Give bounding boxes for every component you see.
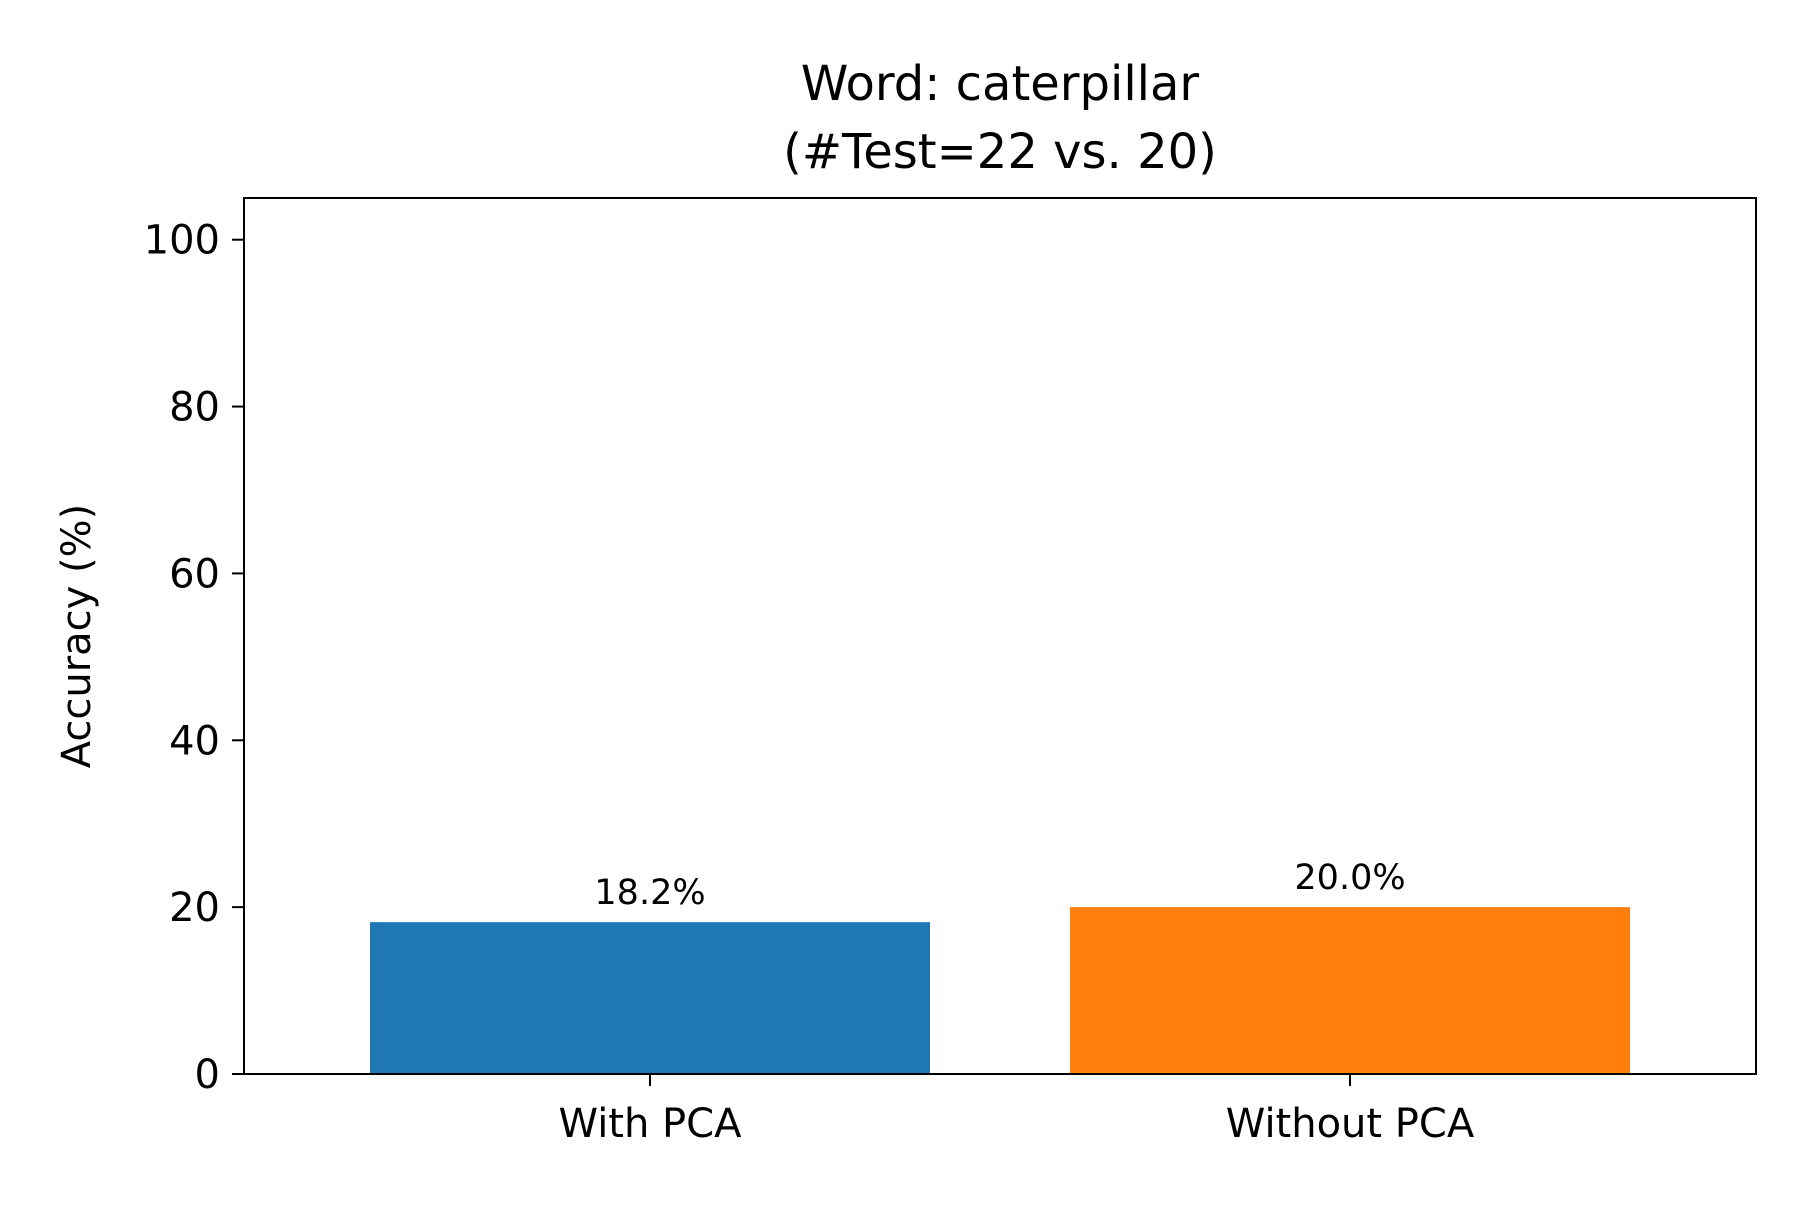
x-tick-label-1: With PCA [559,1101,743,1147]
bars [370,907,1630,1074]
y-tick-label-20: 20 [169,885,220,931]
y-tick-label-80: 80 [169,385,220,431]
data-label-1: 18.2% [594,873,705,913]
data-label-2: 20.0% [1294,858,1405,898]
bar-2 [1070,907,1630,1074]
chart-title-line-1: Word: caterpillar [801,56,1200,112]
chart-title-line-2: (#Test=22 vs. 20) [783,124,1217,180]
data-labels: 18.2% 20.0% [594,858,1405,913]
x-axis: With PCA Without PCA [559,1074,1475,1147]
y-tick-label-0: 0 [195,1052,220,1098]
y-tick-label-100: 100 [144,218,220,264]
plot-frame [243,197,1757,1075]
bar-1 [370,922,930,1074]
y-tick-label-60: 60 [169,551,220,597]
y-axis-label: Accuracy (%) [54,504,100,769]
y-axis: 0 20 40 60 80 100 [144,218,244,1098]
y-tick-label-40: 40 [169,718,220,764]
chart-title: Word: caterpillar (#Test=22 vs. 20) [783,56,1217,180]
x-tick-label-2: Without PCA [1226,1101,1475,1147]
